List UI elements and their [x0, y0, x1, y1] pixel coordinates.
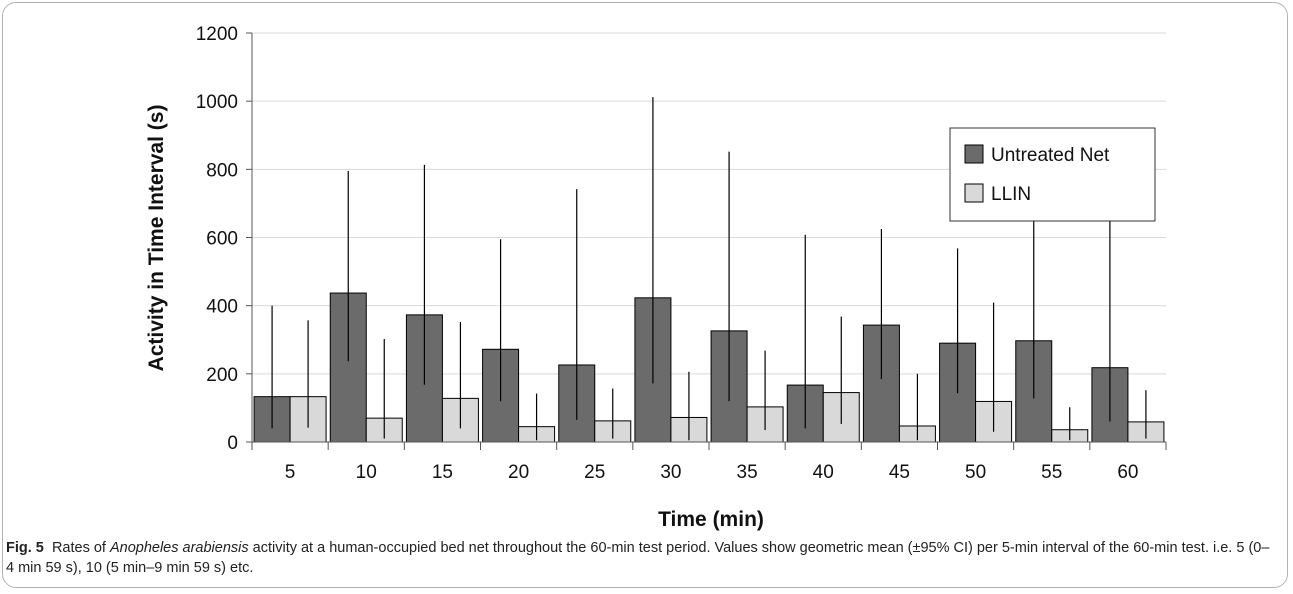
axes: [246, 32, 1167, 450]
caption-text-after: activity at a human-occupied bed net thr…: [6, 540, 1270, 576]
caption-text-before: Rates of: [51, 540, 110, 556]
x-tick-label: 15: [432, 462, 453, 483]
y-tick-label: 400: [206, 297, 238, 318]
y-tick-labels: 0 200 400 600 800 1000 1200: [196, 24, 238, 454]
y-tick-label: 600: [206, 229, 238, 250]
legend-box: [949, 127, 1156, 222]
y-tick-label: 1000: [196, 92, 238, 113]
x-tick-label: 45: [889, 462, 910, 483]
y-tick-label: 0: [227, 433, 238, 454]
caption-species: Anopheles arabiensis: [109, 540, 249, 556]
x-tick-label: 50: [965, 462, 986, 483]
legend-label-llin: LLIN: [991, 184, 1031, 205]
x-tick-label: 30: [660, 462, 681, 483]
x-tick-label: 35: [737, 462, 758, 483]
x-tick-label: 5: [285, 462, 296, 483]
y-tick-label: 1200: [196, 24, 238, 45]
caption-label: Fig. 5: [6, 540, 44, 556]
figure-caption: Fig. 5 Rates of Anopheles arabiensis act…: [6, 538, 1276, 578]
x-axis-label: Time (min): [658, 508, 764, 531]
x-tick-label: 20: [508, 462, 529, 483]
legend: Untreated Net LLIN: [949, 127, 1156, 222]
x-tick-label: 40: [813, 462, 834, 483]
x-tick-label: 10: [356, 462, 377, 483]
y-axis-label: Activity in Time Interval (s): [145, 105, 168, 372]
legend-label-untreated-net: Untreated Net: [991, 145, 1110, 166]
x-tick-labels: 5 10 15 20 25 30 35 40 45 50 55 60: [285, 462, 1139, 483]
legend-swatch-llin: [964, 183, 984, 203]
bars: [253, 292, 1165, 443]
legend-swatch-untreated-net: [964, 144, 984, 164]
error-bars: [271, 97, 1147, 441]
x-tick-label: 60: [1117, 462, 1138, 483]
x-tick-label: 55: [1041, 462, 1062, 483]
y-tick-label: 800: [206, 160, 238, 181]
y-tick-label: 200: [206, 365, 238, 386]
x-tick-label: 25: [584, 462, 605, 483]
